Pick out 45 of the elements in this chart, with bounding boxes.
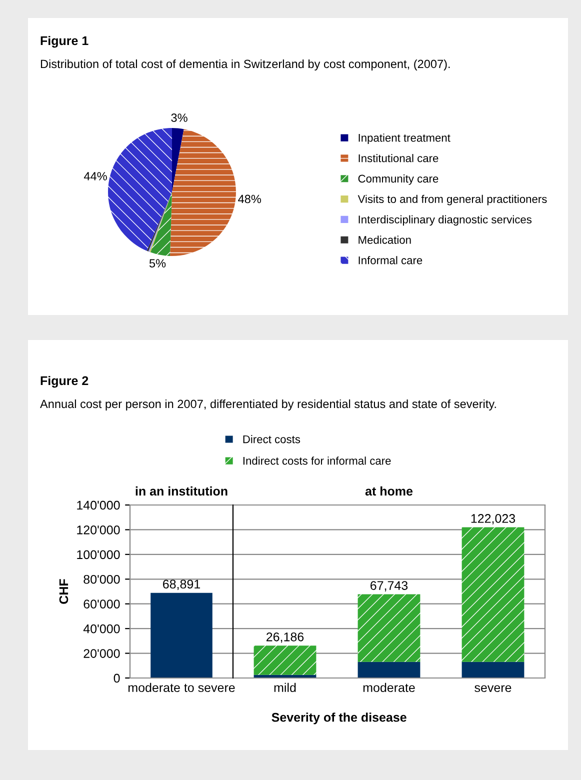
text: in an institution [136,486,228,496]
y-tick-label: 60'000 [84,600,120,609]
bar [462,527,524,662]
x-tick-label: severe [474,685,512,692]
y-tick-label: 20'000 [84,649,120,658]
legend-label: Community care [358,174,438,185]
bar [358,594,420,662]
legend-label: Medication [358,236,411,244]
chart-title: Figure 2 [40,376,88,388]
data-label: 44% [84,172,107,180]
text: Annual cost per person in 2007, differentiated by residential status and state of severity. [40,399,496,410]
legend-label: Direct costs [243,435,300,444]
y-tick-label: 80'000 [84,574,120,584]
y-tick-label: 140'000 [77,500,120,510]
data-label: 3% [171,114,188,122]
text: at home [365,486,413,496]
pie-slice [172,128,184,192]
total-label: 67,743 [370,581,408,592]
y-tick-label: 40'000 [83,624,120,634]
data-label: 48% [238,194,262,204]
chart-subtitle: Distribution of total cost of dementia in Switzerland by cost component, (2007). [40,59,450,70]
x-axis-title: Severity of the disease [272,712,406,724]
chart-title: Figure 1 [40,36,88,48]
x-tick-label: moderate [363,682,415,692]
legend-label: Institutional care [358,154,438,162]
y-tick-label: 100'000 [77,550,120,560]
legend-label: Inpatient treatment [358,134,450,144]
y-tick-label: 0 [114,674,120,683]
data-label: 5% [149,259,166,268]
bar [358,662,420,678]
x-tick-label: moderate to severe [128,682,235,692]
total-label: 26,186 [266,632,304,643]
legend-label: Indirect costs for informal care [243,456,391,465]
legend-label: Visits to and from general practitioners [358,194,547,206]
bar [462,662,524,678]
pie-slice [108,128,172,251]
x-tick-label: mild [274,682,296,692]
total-label: 68,891 [163,580,200,590]
y-axis-title: CHF [59,579,68,604]
legend-label: Interdisciplinary diagnostic services [358,215,532,226]
total-label: 122,023 [471,514,516,524]
legend-label: Informal care [358,256,422,264]
pie-slice [170,129,236,256]
y-tick-label: 120'000 [77,526,120,534]
bar [254,646,316,675]
